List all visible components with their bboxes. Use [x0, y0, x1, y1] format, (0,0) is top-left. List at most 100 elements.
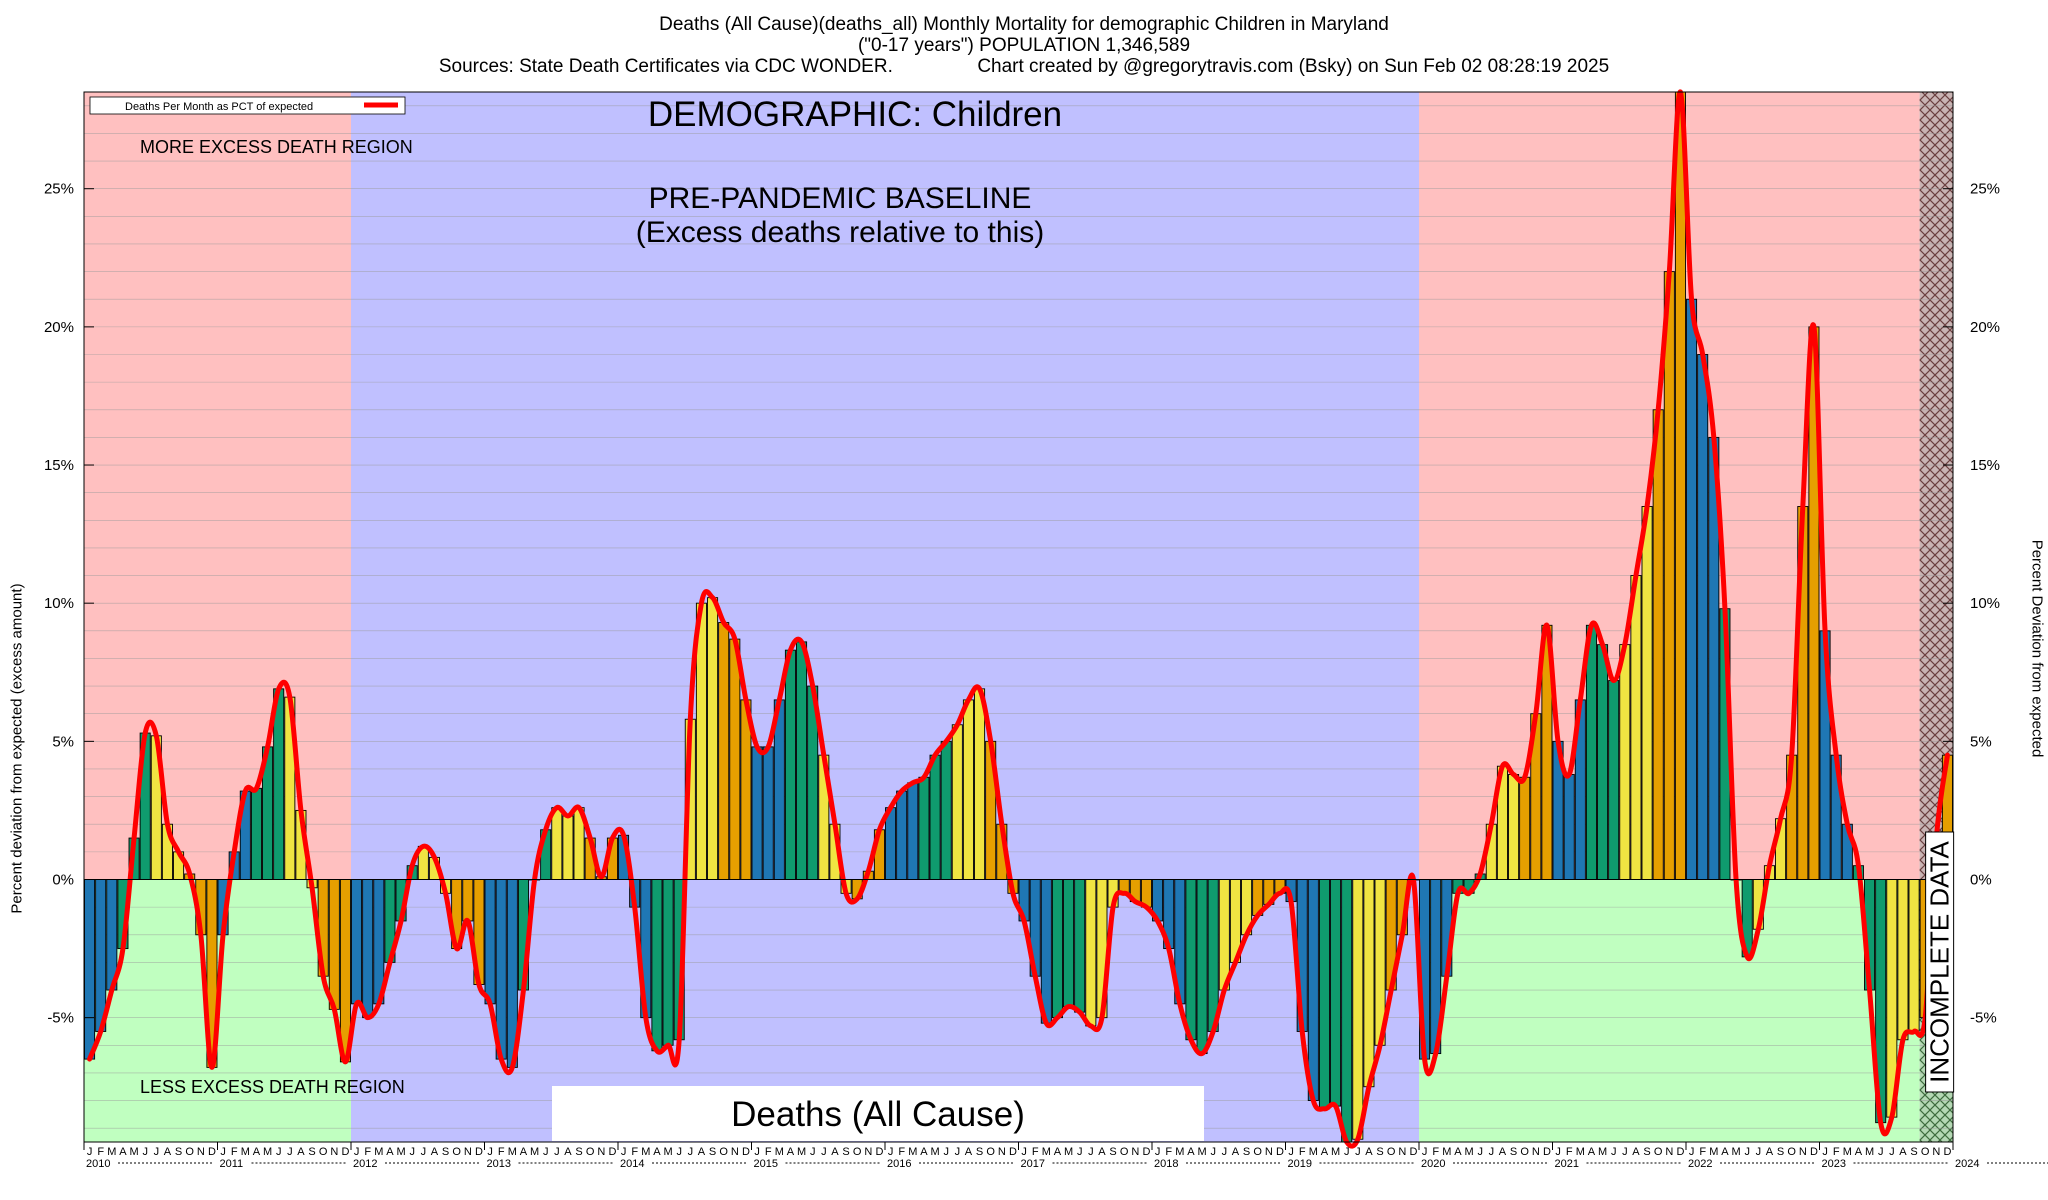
baseline-region	[351, 92, 1419, 1142]
x-month-label: A	[431, 1146, 439, 1158]
bar-month	[1686, 298, 1698, 880]
bar-month	[484, 879, 496, 1005]
less-excess-label: LESS EXCESS DEATH REGION	[140, 1077, 405, 1097]
x-month-label: M	[775, 1146, 784, 1158]
bar-month	[1185, 879, 1197, 1041]
y-tick-label: 0%	[1970, 872, 1992, 889]
x-year-label: 2012	[353, 1158, 377, 1170]
x-month-label: N	[1265, 1146, 1273, 1158]
x-month-label: F	[231, 1146, 238, 1158]
y-tick-label: 25%	[1970, 181, 2000, 198]
x-month-label: M	[374, 1146, 383, 1158]
bar-month	[974, 688, 986, 880]
x-month-label: O	[719, 1146, 728, 1158]
x-month-label: J	[1222, 1146, 1228, 1158]
x-month-label: M	[1442, 1146, 1451, 1158]
x-month-label: A	[698, 1146, 706, 1158]
x-month-label: J	[220, 1146, 226, 1158]
bar-month	[1897, 879, 1909, 1041]
incomplete-label: INCOMPLETE DATA	[1925, 840, 1955, 1082]
x-month-label: A	[1632, 1146, 1640, 1158]
x-month-label: J	[621, 1146, 627, 1158]
bar-month	[95, 879, 107, 1032]
bar-month	[562, 815, 574, 880]
x-month-label: S	[1510, 1146, 1517, 1158]
x-month-label: J	[1689, 1146, 1695, 1158]
more-excess-label: MORE EXCESS DEATH REGION	[140, 137, 413, 157]
bar-month	[1363, 879, 1375, 1088]
x-month-label: J	[1477, 1146, 1483, 1158]
x-month-label: J	[754, 1146, 760, 1158]
x-month-label: O	[1921, 1146, 1930, 1158]
bar-month	[1307, 879, 1319, 1102]
bar-month	[718, 622, 730, 880]
x-month-label: D	[1142, 1146, 1150, 1158]
x-month-label: M	[107, 1146, 116, 1158]
x-year-label: 2023	[1822, 1158, 1846, 1170]
x-month-label: N	[1532, 1146, 1540, 1158]
x-year-label: 2015	[754, 1158, 778, 1170]
x-month-label: M	[908, 1146, 917, 1158]
x-month-label: J	[1822, 1146, 1828, 1158]
bottom-box-label: Deaths (All Cause)	[731, 1095, 1025, 1134]
x-month-label: S	[976, 1146, 983, 1158]
x-month-label: J	[354, 1146, 360, 1158]
bar-month	[84, 879, 96, 1060]
x-month-label: F	[1699, 1146, 1706, 1158]
x-month-label: A	[1588, 1146, 1596, 1158]
x-month-label: D	[1276, 1146, 1284, 1158]
x-month-label: S	[1910, 1146, 1917, 1158]
x-year-label: 2022	[1688, 1158, 1712, 1170]
y-tick-label: 5%	[52, 733, 74, 750]
x-month-label: D	[1676, 1146, 1684, 1158]
x-month-label: A	[1855, 1146, 1863, 1158]
bar-month	[896, 790, 908, 880]
x-month-label: J	[87, 1146, 93, 1158]
x-month-label: O	[1520, 1146, 1529, 1158]
x-month-label: M	[396, 1146, 405, 1158]
y-tick-label: 15%	[1970, 457, 2000, 474]
bar-month	[1652, 409, 1664, 880]
bar-month	[940, 740, 952, 880]
x-month-label: M	[1576, 1146, 1585, 1158]
x-month-label: D	[475, 1146, 483, 1158]
x-month-label: F	[1165, 1146, 1172, 1158]
x-month-label: A	[1098, 1146, 1106, 1158]
bar-month	[762, 746, 774, 880]
bar-month	[651, 879, 663, 1052]
x-month-label: S	[1243, 1146, 1250, 1158]
x-month-label: A	[520, 1146, 528, 1158]
x-month-label: O	[185, 1146, 194, 1158]
x-month-label: N	[1665, 1146, 1673, 1158]
x-month-label: A	[920, 1146, 928, 1158]
x-year-label: 2018	[1154, 1158, 1178, 1170]
x-month-label: J	[1756, 1146, 1762, 1158]
x-month-label: J	[142, 1146, 148, 1158]
x-month-label: F	[1032, 1146, 1039, 1158]
x-month-label: S	[1777, 1146, 1784, 1158]
x-month-label: F	[1299, 1146, 1306, 1158]
x-month-label: J	[1889, 1146, 1895, 1158]
y-tick-label: 20%	[1970, 319, 2000, 336]
x-month-label: J	[1878, 1146, 1884, 1158]
x-month-label: A	[1187, 1146, 1195, 1158]
bar-month	[1063, 879, 1075, 1008]
x-month-label: O	[1120, 1146, 1129, 1158]
x-month-label: J	[1088, 1146, 1094, 1158]
x-month-label: A	[164, 1146, 172, 1158]
x-month-label: A	[1721, 1146, 1729, 1158]
bar-month	[962, 699, 974, 880]
y-tick-label: 10%	[1970, 595, 2000, 612]
x-month-label: O	[586, 1146, 595, 1158]
bar-month	[362, 879, 374, 1019]
x-month-label: D	[1810, 1146, 1818, 1158]
x-month-label: J	[543, 1146, 549, 1158]
x-month-label: M	[508, 1146, 517, 1158]
bar-month	[796, 641, 808, 880]
bar-month	[1074, 879, 1086, 1013]
x-month-label: S	[442, 1146, 449, 1158]
x-month-label: S	[308, 1146, 315, 1158]
x-month-label: F	[765, 1146, 772, 1158]
bar-month	[1608, 680, 1620, 880]
bar-month	[729, 638, 741, 880]
